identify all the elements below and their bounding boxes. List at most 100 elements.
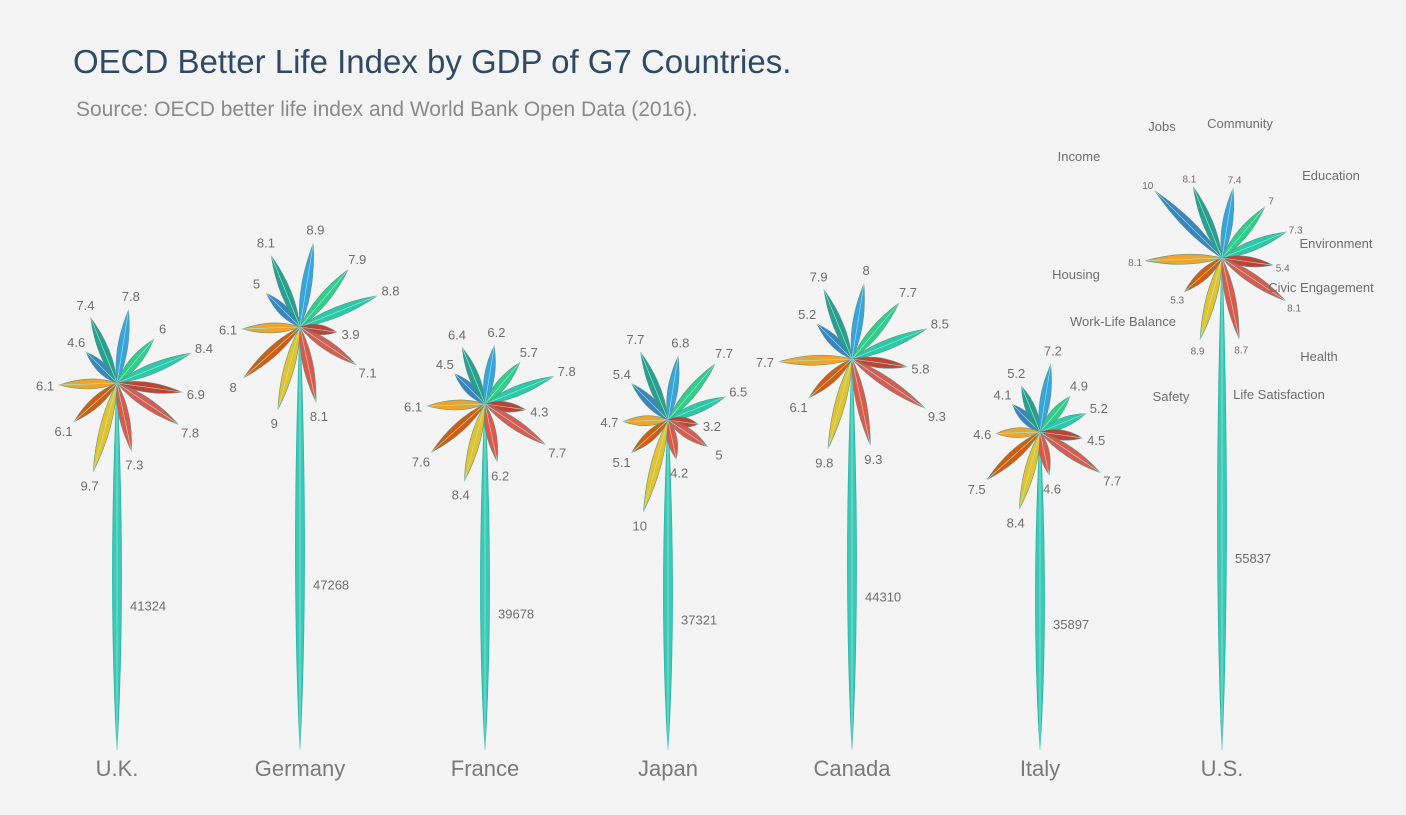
petal-midrib (1221, 257, 1273, 266)
value-label: 8.1 (1287, 304, 1301, 315)
petal-midrib (266, 293, 301, 328)
gdp-label: 35897 (1053, 617, 1089, 632)
value-label: 6.1 (36, 379, 54, 394)
value-label: 3.9 (342, 327, 360, 342)
chart-title: OECD Better Life Index by GDP of G7 Coun… (73, 43, 791, 80)
value-label: 6.2 (487, 325, 505, 340)
value-label: 5 (715, 447, 722, 462)
value-label: 4.6 (67, 335, 85, 350)
value-label: 4.7 (600, 415, 618, 430)
value-label: 9.7 (80, 479, 98, 494)
petal-midrib (299, 326, 357, 365)
petal-midrib (851, 358, 926, 409)
petal-midrib (1221, 206, 1265, 259)
petal-midrib (299, 326, 317, 403)
petal-midrib (1221, 257, 1240, 339)
value-label: 5.4 (1276, 264, 1290, 275)
flower-germany: 5 8.1 8.9 7.9 8.8 3.9 7.1 8.1 9 8 6.1 47268 Germany (219, 223, 399, 781)
category-label: Housing (1052, 267, 1100, 282)
flower-canada: 5.2 7.9 8 7.7 8.5 5.8 9.3 9.3 9.8 6.1 7.7 44310 Cana… (756, 263, 949, 781)
petal-midrib (851, 302, 900, 360)
petal-midrib (1184, 257, 1223, 292)
petal-midrib (1039, 431, 1050, 475)
value-label: 5.2 (1090, 401, 1108, 416)
value-label: 7.7 (756, 355, 774, 370)
value-label: 9.8 (815, 455, 833, 470)
flowers-group: 4.6 7.4 7.8 6 8.4 6.9 7.8 7.3 9.7 6.1 6.1 41324 U.K.… (36, 116, 1374, 781)
petal-midrib (484, 403, 546, 446)
value-label: 10 (1142, 181, 1154, 192)
petal-midrib (1019, 431, 1041, 510)
petal-midrib (90, 317, 118, 384)
petal-midrib (823, 289, 853, 360)
value-label: 6.1 (404, 400, 422, 415)
value-label: 7.4 (76, 298, 94, 313)
value-label: 5 (253, 277, 260, 292)
value-label: 8.1 (257, 236, 275, 251)
country-label: Canada (813, 756, 891, 781)
petal-midrib (1221, 188, 1234, 259)
value-label: 7.7 (548, 446, 566, 461)
petal-midrib (667, 363, 716, 421)
petal-midrib (1192, 186, 1223, 259)
value-label: 5.2 (798, 307, 816, 322)
value-label: 5.3 (1170, 295, 1184, 306)
value-label: 4.9 (1070, 379, 1088, 394)
value-label: 7.7 (626, 332, 644, 347)
chart-subtitle: Source: OECD better life index and World… (76, 98, 698, 121)
value-label: 5.4 (613, 367, 631, 382)
petal-midrib (667, 419, 677, 460)
value-label: 6.8 (671, 335, 689, 350)
petal-midrib (816, 323, 853, 360)
gdp-label: 37321 (681, 613, 717, 628)
petal-midrib (461, 347, 486, 405)
value-label: 8.1 (310, 409, 328, 424)
category-label: Education (1302, 168, 1360, 183)
value-label: 6 (159, 322, 166, 337)
country-label: Japan (638, 756, 698, 781)
petal-midrib (1221, 257, 1286, 302)
petal-midrib (464, 403, 486, 482)
category-label: Community (1207, 116, 1273, 131)
petal-midrib (92, 382, 118, 473)
flower-us: 10 8.1 7.4 7 7.3 5.4 8.1 8.7 8.9 5.3 8.1 Income Jobs… (1052, 116, 1374, 781)
category-label: Safety (1153, 389, 1190, 404)
petal-midrib (299, 326, 337, 333)
petal-midrib (667, 356, 679, 421)
value-label: 6.1 (54, 424, 72, 439)
value-label: 6.2 (491, 468, 509, 483)
value-label: 8.4 (452, 488, 470, 503)
country-label: Germany (255, 756, 345, 781)
value-label: 5.7 (520, 345, 538, 360)
value-label: 5.2 (1007, 366, 1025, 381)
petal-midrib (1039, 413, 1086, 433)
value-label: 9.3 (928, 409, 946, 424)
value-label: 6.9 (187, 387, 205, 402)
petal-midrib (1221, 231, 1287, 259)
petal-midrib (1021, 386, 1041, 433)
value-label: 6.1 (789, 400, 807, 415)
value-label: 7.8 (181, 425, 199, 440)
value-label: 8 (229, 380, 236, 395)
petal-midrib (427, 403, 486, 407)
value-label: 9 (271, 416, 278, 431)
value-label: 3.2 (703, 419, 721, 434)
category-label: Environment (1300, 236, 1373, 251)
gdp-label: 55837 (1235, 551, 1271, 566)
value-label: 9.3 (864, 452, 882, 467)
value-label: 4.6 (973, 427, 991, 442)
petal-midrib (116, 382, 182, 393)
petal-midrib (986, 431, 1041, 480)
value-label: 8.5 (931, 317, 949, 332)
value-label: 4.5 (436, 357, 454, 372)
category-label: Income (1058, 149, 1101, 164)
category-label: Civic Engagement (1268, 280, 1374, 295)
value-label: 7 (1268, 196, 1274, 207)
value-label: 8.8 (381, 283, 399, 298)
value-label: 6.1 (219, 323, 237, 338)
petal-midrib (116, 339, 154, 384)
gdp-label: 39678 (498, 607, 534, 622)
value-label: 8.9 (306, 223, 324, 238)
value-label: 7.9 (810, 269, 828, 284)
flower-france: 4.5 6.4 6.2 5.7 7.8 4.3 7.7 6.2 8.4 7.6 6.1 39678 Fr… (404, 325, 576, 781)
